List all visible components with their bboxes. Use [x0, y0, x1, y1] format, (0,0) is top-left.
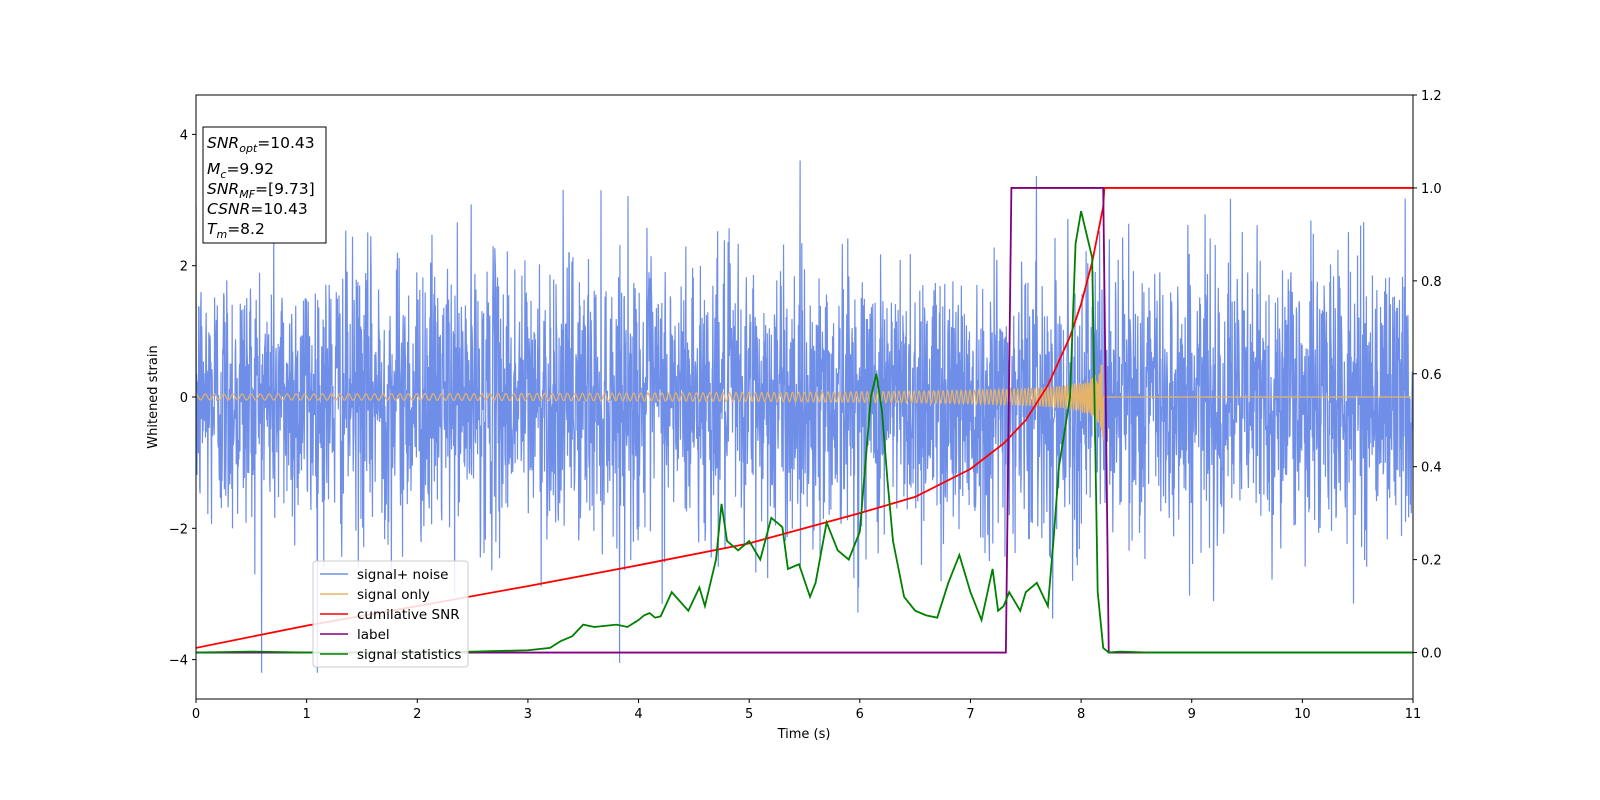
legend-frame [312, 560, 469, 668]
y-right-tick-label: 0.6 [1421, 368, 1442, 383]
x-tick-label: 3 [524, 707, 532, 722]
y-right-tick-label: 0.8 [1421, 275, 1442, 290]
y-right-tick-label: 0.0 [1421, 647, 1442, 662]
series-signal-only [196, 364, 1413, 441]
x-tick-label: 4 [634, 707, 642, 722]
x-axis: 0 1 2 3 4 5 6 7 8 9 10 11 [192, 699, 1421, 722]
y-axis-right: 0.0 0.2 0.4 0.6 0.8 1.0 1.2 [1413, 89, 1442, 662]
x-tick-label: 5 [745, 707, 753, 722]
y-axis-label: Whitened strain [146, 345, 161, 448]
legend-label-label: label [357, 627, 390, 643]
y-left-tick-label: 0 [180, 391, 188, 406]
info-mc: Mc=9.92 [207, 160, 274, 181]
x-tick-label: 10 [1294, 707, 1311, 722]
x-tick-label: 9 [1188, 707, 1196, 722]
x-tick-label: 2 [413, 707, 421, 722]
x-tick-label: 1 [302, 707, 310, 722]
y-left-tick-label: −4 [169, 654, 188, 669]
y-right-tick-label: 0.2 [1421, 554, 1442, 569]
y-right-tick-label: 1.0 [1421, 182, 1442, 197]
x-tick-label: 8 [1077, 707, 1085, 722]
info-box-frame [202, 126, 327, 244]
legend: signal+ noise signal only cumilative SNR… [312, 560, 469, 668]
y-axis-left: −4 −2 0 2 4 [169, 128, 196, 669]
y-left-tick-label: 2 [180, 260, 188, 275]
series-signal-noise [196, 160, 1413, 673]
y-right-tick-label: 1.2 [1421, 89, 1442, 104]
info-tm: Tm=8.2 [207, 220, 265, 241]
plot-area [196, 160, 1413, 673]
series-signal-statistics [196, 210, 1413, 654]
y-left-tick-label: 4 [180, 128, 188, 143]
y-right-tick-label: 0.4 [1421, 461, 1442, 476]
legend-label-signal-noise: signal+ noise [357, 567, 448, 583]
info-box: SNRopt=10.43 Mc=9.92 SNRMF=[9.73] CSNR=1… [202, 126, 327, 244]
x-tick-label: 0 [192, 707, 200, 722]
info-snr-opt: SNRopt=10.43 [207, 134, 315, 155]
legend-label-cumulative-snr: cumilative SNR [357, 607, 460, 623]
y-left-tick-label: −2 [169, 522, 188, 537]
info-snr-mf: SNRMF=[9.73] [207, 180, 315, 201]
legend-label-signal-statistics: signal statistics [357, 647, 461, 663]
x-tick-label: 7 [966, 707, 974, 722]
x-tick-label: 6 [856, 707, 864, 722]
info-csnr: CSNR=10.43 [207, 200, 308, 218]
x-tick-label: 11 [1405, 707, 1422, 722]
x-axis-label: Time (s) [777, 727, 831, 742]
legend-label-signal-only: signal only [357, 587, 430, 603]
series-cumulative-snr [196, 187, 1413, 649]
